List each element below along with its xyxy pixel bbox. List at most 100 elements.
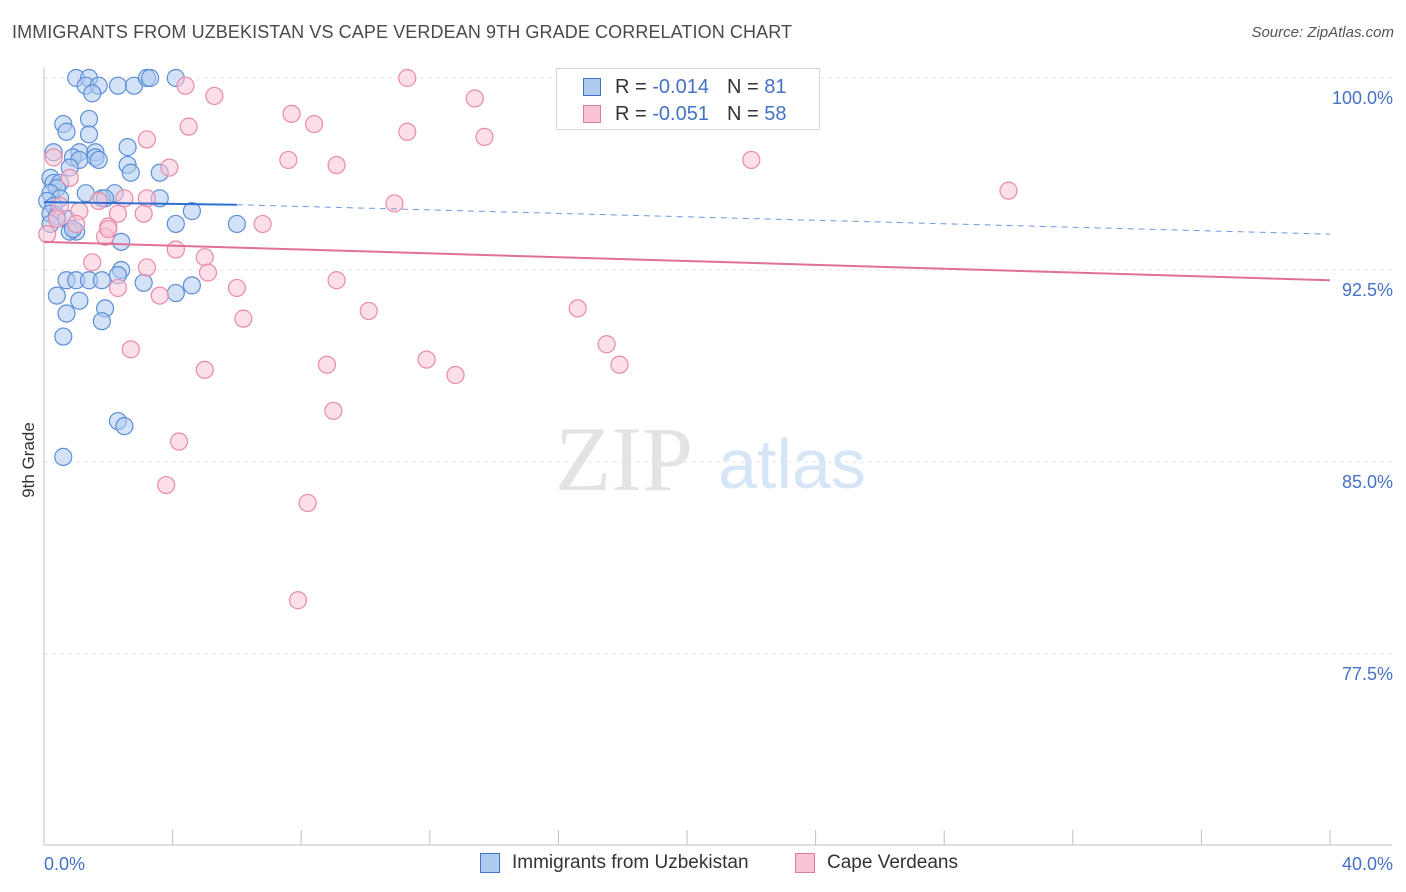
data-point (324, 401, 343, 420)
data-point (89, 191, 108, 210)
data-point (398, 68, 417, 88)
data-point (60, 168, 79, 187)
data-point (54, 447, 73, 466)
data-point (327, 155, 346, 175)
data-point (134, 204, 153, 223)
data-point (195, 248, 214, 267)
data-point (99, 219, 118, 239)
data-point (166, 214, 185, 234)
data-point (108, 204, 128, 223)
n-label: N = (726, 102, 759, 125)
data-point (742, 150, 761, 170)
data-point (67, 214, 86, 234)
data-point (115, 417, 134, 436)
data-point (198, 263, 218, 282)
n-value: 58 (764, 102, 787, 125)
data-point (597, 335, 616, 354)
data-point (417, 350, 436, 369)
r-value: -0.051 (652, 102, 709, 125)
n-label: N = (726, 75, 759, 98)
y-tick-label: 100.0% (1332, 88, 1393, 108)
data-point (121, 163, 140, 182)
data-point (44, 148, 63, 167)
data-point (446, 365, 465, 385)
data-point (610, 355, 629, 374)
data-point (38, 225, 57, 244)
data-point (288, 591, 308, 610)
data-point (47, 286, 66, 305)
watermark: ZIP atlas (555, 408, 866, 510)
data-point (253, 214, 272, 234)
data-point (317, 355, 337, 374)
data-point (234, 309, 253, 328)
data-point (137, 258, 156, 277)
legend-item-uzbekistan[interactable]: Immigrants from Uzbekistan (480, 852, 749, 874)
data-point (89, 150, 108, 170)
data-point (108, 278, 128, 298)
data-point (112, 232, 131, 251)
data-point (227, 278, 246, 298)
data-point (134, 273, 153, 292)
r-label: R = (615, 102, 647, 125)
y-tick-label: 77.5% (1342, 664, 1393, 684)
legend-row-cape-verdeans: R = -0.051 N = 58 (583, 102, 786, 126)
data-point (327, 271, 346, 290)
r-value: -0.014 (652, 75, 709, 98)
legend-swatch-blue (583, 78, 601, 96)
data-point (475, 127, 494, 146)
data-point (227, 214, 246, 234)
data-point (92, 312, 111, 331)
legend-item-cape-verdeans[interactable]: Cape Verdeans (795, 852, 958, 874)
x-tick-labels: 0.0% 40.0% (44, 854, 1393, 874)
legend-swatch-blue (480, 853, 500, 873)
data-point (195, 360, 214, 379)
data-point (160, 158, 179, 177)
data-point (176, 76, 195, 95)
trend-line-uzbekistan (43, 201, 237, 206)
data-point (182, 202, 201, 221)
y-tick-labels: 100.0% 92.5% 85.0% 77.5% (1332, 88, 1393, 684)
y-axis-label: 9th Grade (19, 422, 38, 498)
source-label: Source: ZipAtlas.com (1251, 24, 1394, 41)
data-point (54, 327, 73, 346)
data-point (166, 240, 185, 259)
data-point (279, 150, 298, 170)
data-point (398, 122, 417, 141)
data-point (465, 89, 484, 108)
data-point (92, 271, 111, 290)
y-tick-label: 85.0% (1342, 472, 1393, 492)
chart-title: IMMIGRANTS FROM UZBEKISTAN VS CAPE VERDE… (12, 22, 793, 42)
trend-line-cape-verdeans (43, 240, 1331, 282)
data-point (121, 340, 140, 359)
data-point (57, 122, 76, 141)
data-point (118, 138, 137, 157)
legend-label: Cape Verdeans (827, 852, 958, 873)
r-label: R = (615, 75, 647, 98)
data-point (298, 493, 317, 513)
data-point (385, 194, 404, 213)
legend-swatch-pink (795, 853, 815, 873)
data-point (568, 299, 587, 318)
data-point (205, 86, 224, 106)
trend-lines (43, 201, 1331, 282)
data-point (166, 283, 185, 303)
data-point (179, 117, 198, 136)
x-tick-label: 0.0% (44, 854, 85, 874)
data-point (150, 286, 169, 305)
grid-lines (44, 77, 1392, 655)
data-point (83, 253, 102, 272)
data-point (70, 291, 89, 310)
legend-row-uzbekistan: R = -0.014 N = 81 (583, 75, 786, 99)
watermark-atlas: atlas (718, 425, 866, 503)
data-point (169, 432, 189, 451)
watermark-zip: ZIP (555, 408, 693, 510)
data-point (999, 181, 1018, 200)
data-point (182, 276, 201, 295)
data-point (108, 76, 128, 95)
scatter-points (38, 68, 1018, 610)
data-point (79, 109, 99, 129)
data-point (157, 475, 176, 495)
data-point (304, 114, 324, 134)
data-point (359, 301, 378, 321)
x-tick-label: 40.0% (1342, 854, 1393, 874)
